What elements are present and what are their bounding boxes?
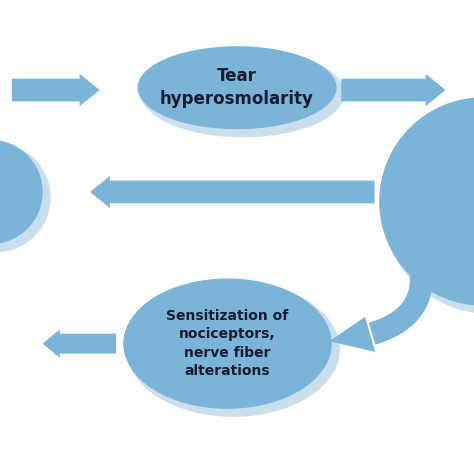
Ellipse shape: [0, 140, 43, 244]
Ellipse shape: [123, 278, 332, 409]
Circle shape: [383, 100, 474, 314]
Ellipse shape: [141, 50, 345, 137]
FancyArrow shape: [12, 74, 100, 106]
Polygon shape: [329, 317, 375, 352]
Polygon shape: [369, 251, 433, 345]
Text: Tear
hyperosmolarity: Tear hyperosmolarity: [160, 67, 314, 108]
Circle shape: [379, 97, 474, 306]
Text: Sensitization of
nociceptors,
nerve fiber
alterations: Sensitization of nociceptors, nerve fibe…: [166, 309, 289, 378]
FancyArrow shape: [341, 74, 446, 106]
Ellipse shape: [137, 46, 337, 129]
Ellipse shape: [127, 282, 340, 417]
FancyArrow shape: [43, 329, 116, 358]
Ellipse shape: [0, 143, 51, 252]
FancyArrow shape: [90, 176, 374, 208]
